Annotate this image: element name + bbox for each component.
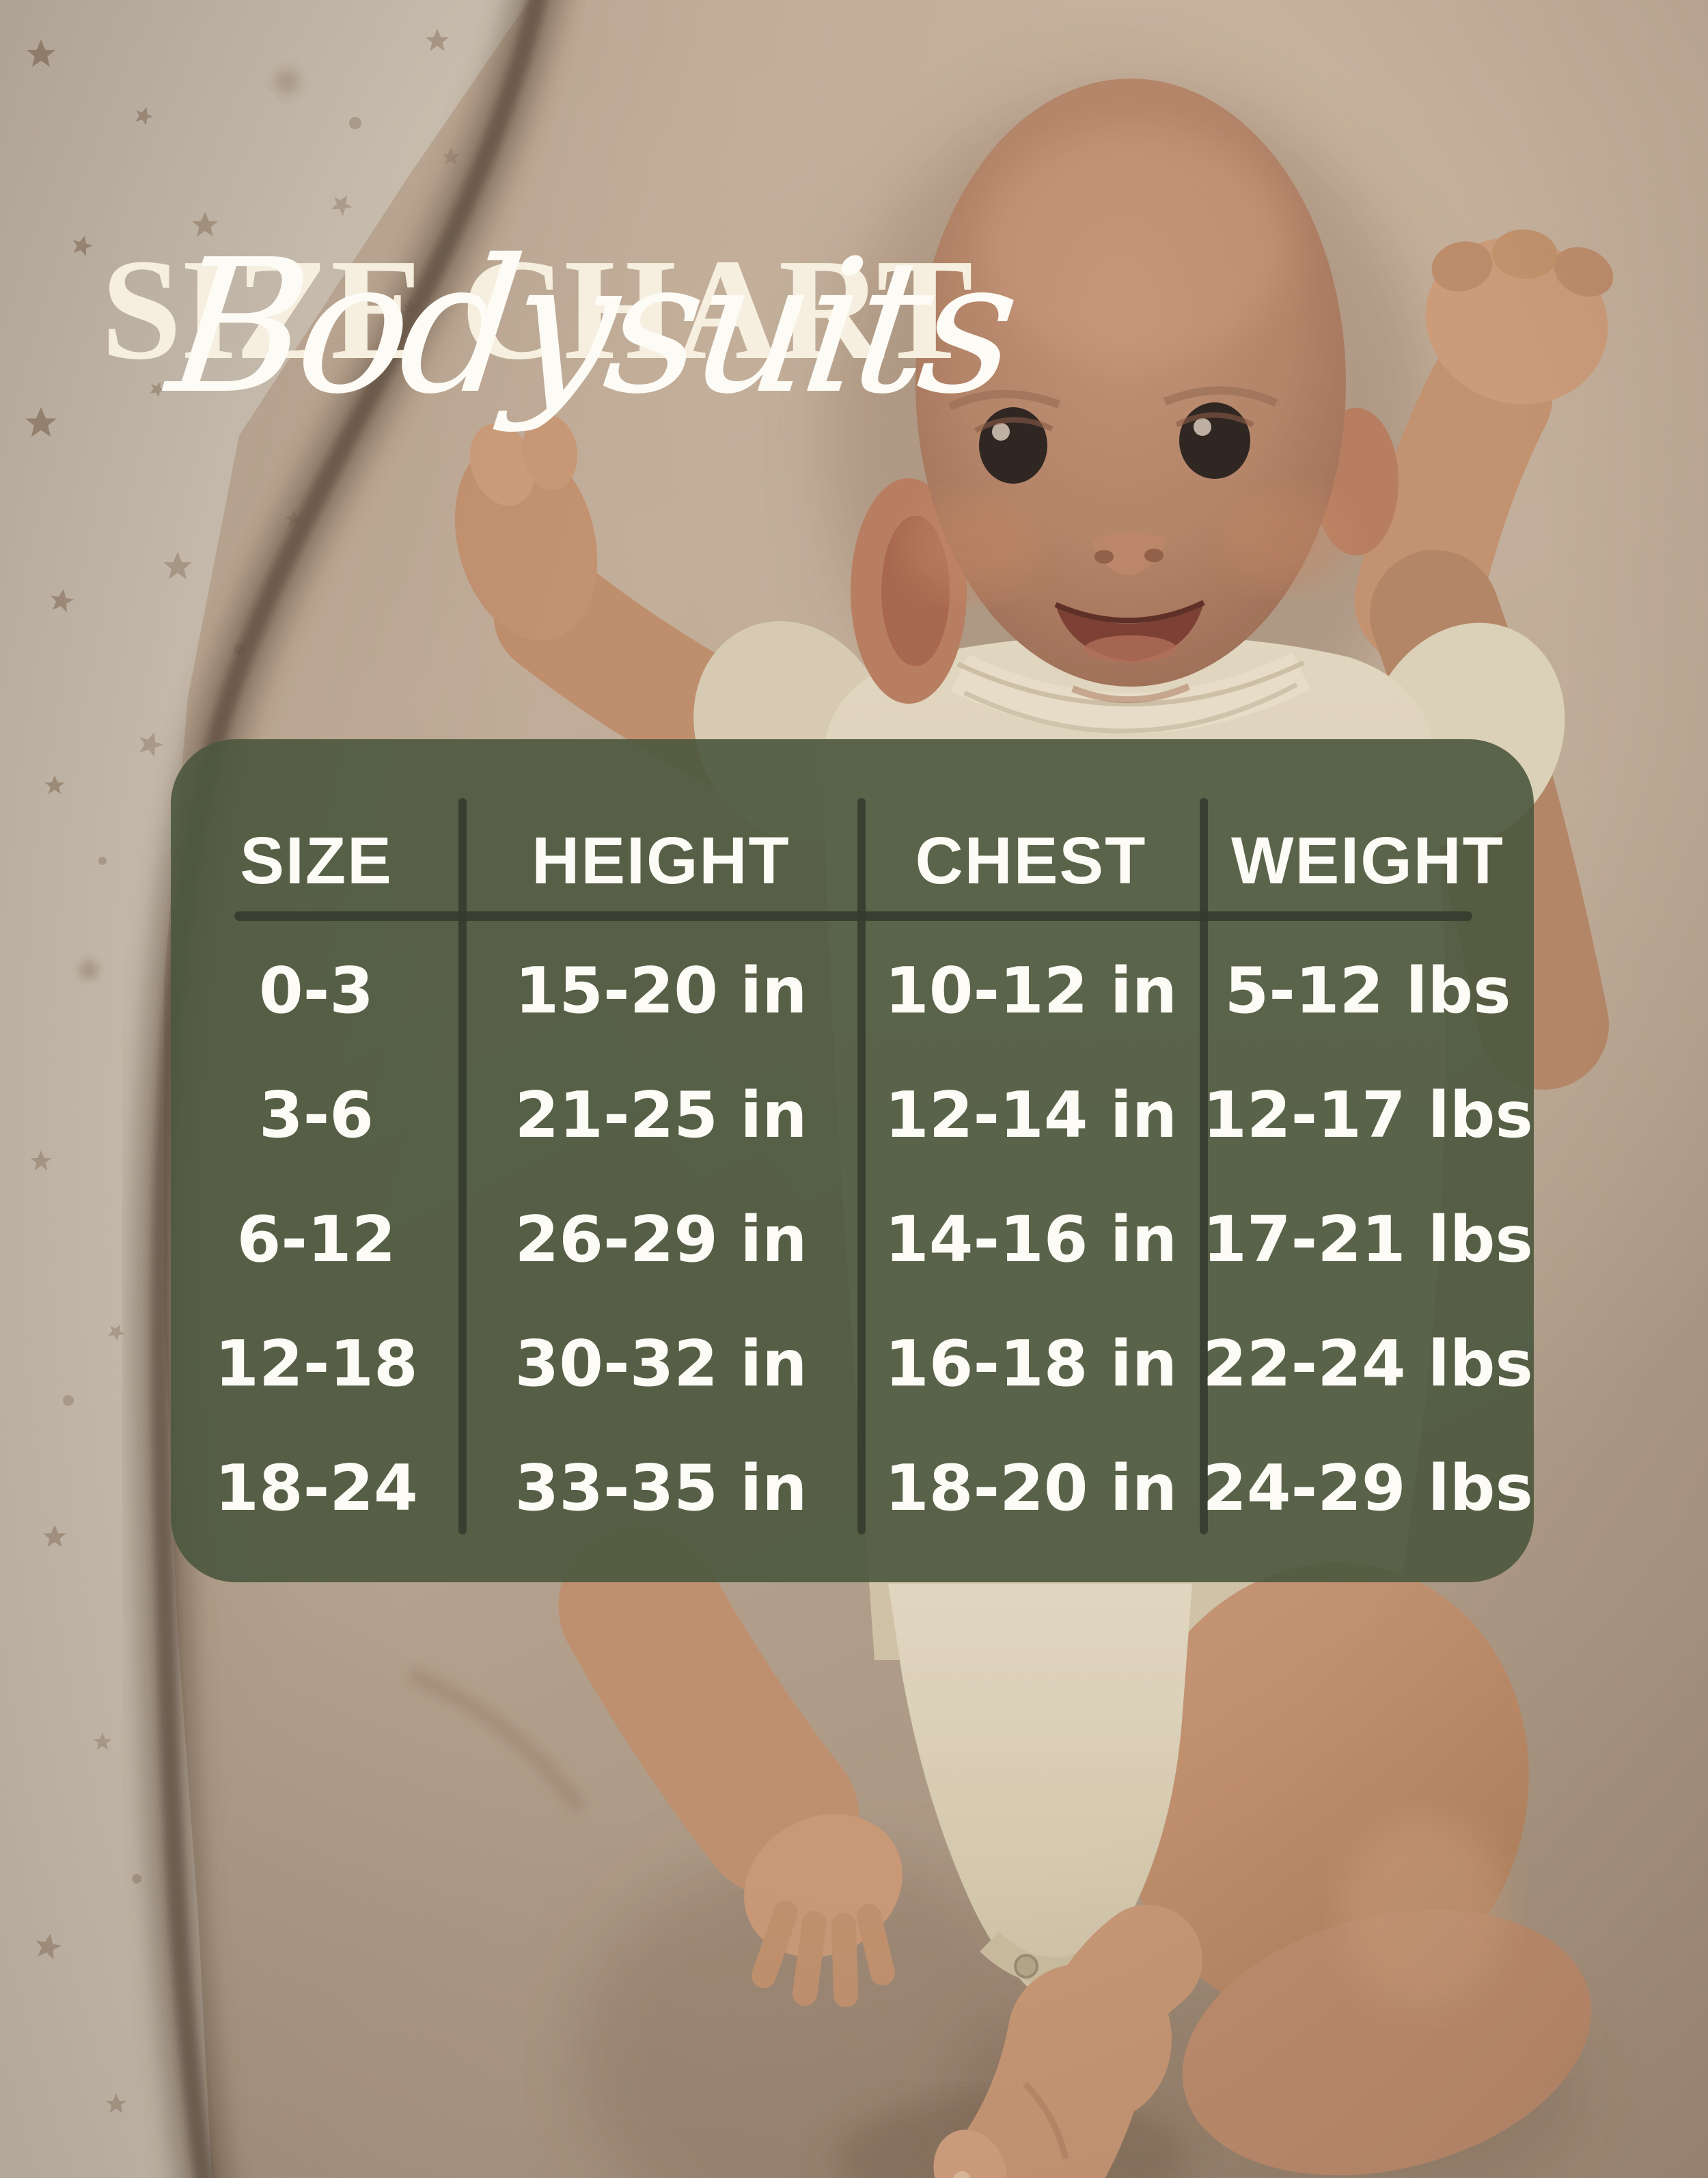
baby-head: [851, 79, 1399, 704]
nose: [1091, 532, 1166, 575]
table-cell: 26-29 in: [514, 1202, 808, 1276]
column-divider-line: [458, 798, 467, 1534]
table-cell: 12-18: [215, 1327, 418, 1401]
size-chart-panel: SIZE HEIGHT CHEST WEIGHT 0-3 15-20 in 10…: [171, 739, 1534, 1582]
table-cell: 24-29 lbs: [1202, 1451, 1533, 1525]
fingers: [752, 1901, 895, 2007]
table-cell: 0-3: [258, 954, 374, 1028]
sheet-fold-shadow: [133, 0, 566, 2178]
eyes: [974, 402, 1254, 484]
table-cell: 12-14 in: [885, 1078, 1177, 1152]
table-cell: 14-16 in: [885, 1202, 1177, 1276]
table-cell: 16-18 in: [885, 1327, 1177, 1401]
table-cell: 5-12 lbs: [1224, 954, 1511, 1028]
snap-button: [1014, 1954, 1038, 1979]
header-divider-line: [234, 911, 1472, 921]
table-cell: 22-24 lbs: [1202, 1327, 1533, 1401]
table-header-row: SIZE HEIGHT CHEST WEIGHT: [171, 739, 1534, 911]
table-cell: 18-20 in: [885, 1451, 1177, 1525]
forehead-highlight: [980, 126, 1288, 366]
column-divider-line: [857, 798, 866, 1534]
table-body: 0-3 15-20 in 10-12 in 5-12 lbs 3-6 21-25…: [171, 928, 1534, 1550]
column-header-weight: WEIGHT: [1231, 823, 1504, 898]
table-cell: 15-20 in: [514, 954, 808, 1028]
page-title: SIZE CHART: [101, 229, 973, 390]
right-calf: [1182, 1910, 1592, 2176]
column-header-size: SIZE: [240, 823, 393, 898]
big-toe: [933, 2129, 1007, 2178]
leg-shadow: [574, 1845, 1066, 2178]
table-cell: 12-17 lbs: [1202, 1078, 1533, 1152]
right-cheek: [1220, 489, 1349, 588]
baby-legs: [406, 1525, 1592, 2178]
subtitle-script: Bodysuits: [159, 219, 1022, 435]
column-header-height: HEIGHT: [532, 823, 790, 898]
toenail: [953, 2171, 971, 2178]
table-cell: 18-24: [215, 1451, 418, 1525]
chin-crease: [1071, 683, 1190, 704]
table-cell: 10-12 in: [885, 954, 1177, 1028]
column-divider-line: [1200, 798, 1208, 1534]
column-header-chest: CHEST: [915, 823, 1147, 898]
table-cell: 17-21 lbs: [1202, 1202, 1533, 1276]
table-cell: 33-35 in: [514, 1451, 808, 1525]
table-cell: 30-32 in: [514, 1327, 808, 1401]
forearm: [558, 1525, 859, 1898]
left-foot: [933, 1905, 1202, 2178]
blanket-wrinkle: [406, 1666, 588, 1816]
mouth: [1054, 600, 1205, 663]
right-eyebrow: [1163, 386, 1278, 407]
table-cell: 3-6: [258, 1078, 374, 1152]
left-eyebrow: [948, 389, 1061, 411]
table-cell: 6-12: [236, 1202, 396, 1276]
table-cell: 21-25 in: [514, 1078, 808, 1152]
left-cheek: [905, 494, 1042, 596]
